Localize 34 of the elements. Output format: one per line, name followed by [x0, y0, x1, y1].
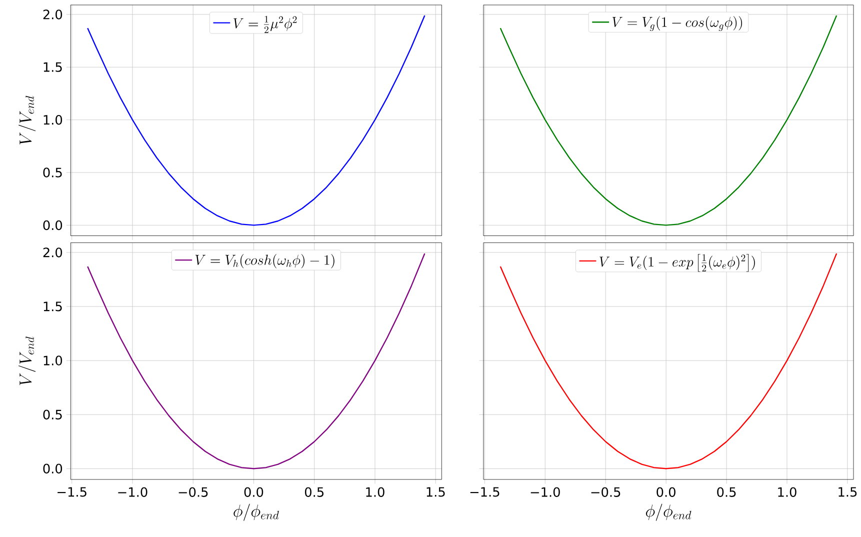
x-tick-label: −0.5 — [591, 487, 620, 497]
y-axis-title: $V/V_{end}$ — [18, 336, 36, 386]
x-tick-label: 1.5 — [838, 487, 857, 497]
legend-label: $V=V_g(1-cos(\omega_g\phi))$ — [612, 16, 742, 31]
y-tick-label: 1.0 — [44, 114, 62, 125]
y-tick-label: 1.0 — [44, 356, 62, 366]
x-tick-label: 1.0 — [366, 487, 384, 497]
y-tick-label: 0.0 — [43, 464, 62, 474]
x-tick-label: −0.5 — [178, 487, 208, 497]
y-tick-label: 2.0 — [43, 247, 62, 258]
x-tick-label: 0.0 — [656, 487, 676, 497]
x-tick-label: 0.5 — [304, 487, 324, 497]
x-tick-label: 1.0 — [778, 487, 796, 497]
y-tick-label: 2.0 — [43, 10, 62, 20]
line-series — [87, 14, 426, 226]
line-series — [87, 252, 426, 470]
legend-label: $V=V_e(1-exp\left[\frac{1}{2}(\omega_e\phi)^2\right])$ — [600, 254, 755, 272]
legend-label: $V=V_h(cosh(\omega_h\phi)-1)$ — [195, 254, 334, 268]
x-tick-label: −1.5 — [58, 487, 86, 497]
x-tick-label: 0.0 — [244, 487, 264, 497]
x-axis-title: $\phi/\phi_{end}$ — [646, 504, 692, 521]
x-tick-label: −1.0 — [530, 487, 560, 497]
x-tick-label: −1.5 — [470, 487, 500, 497]
y-axis-title: $V/V_{end}$ — [18, 96, 36, 144]
x-tick-label: −1.0 — [118, 487, 148, 497]
x-tick-label: 1.5 — [426, 487, 445, 497]
y-tick-label: 0.0 — [43, 220, 62, 230]
y-tick-label: 1.5 — [44, 62, 62, 72]
x-axis-title: $\phi/\phi_{end}$ — [234, 504, 279, 521]
y-tick-label: 0.5 — [43, 410, 62, 420]
y-tick-label: 0.5 — [43, 168, 62, 178]
legend-label: $V=\frac{1}{2}\mu^2\phi^2$ — [234, 16, 297, 33]
y-tick-label: 1.5 — [44, 302, 62, 312]
x-tick-label: 0.5 — [717, 487, 736, 497]
